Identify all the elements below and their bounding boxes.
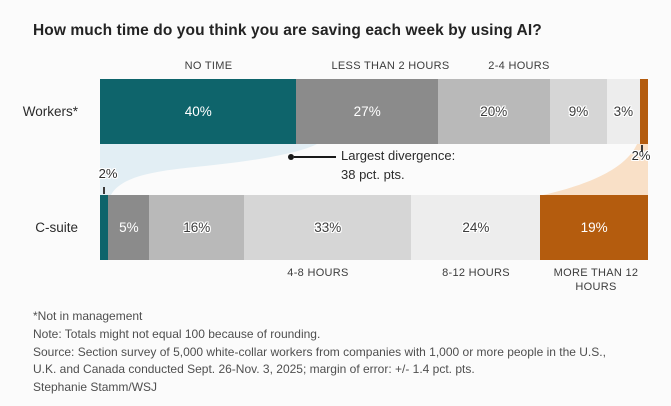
csuite-segment-8-12-hours: 24% [411,195,541,260]
csuite-segment-no-time [100,195,109,260]
csuite-segment-more-than-12-hours: 19% [540,195,648,260]
workers-value-less-than-2-hours: 27% [353,104,381,119]
annotation-line [294,156,336,158]
workers-more-than-12-hours-value: 2% [631,148,651,163]
annotation-line2: 38 pct. pts. [341,166,405,182]
workers-value-4-8-hours: 9% [568,104,589,119]
category-label-2-4-hours: 2-4 HOURS [488,60,550,72]
csuite-value-2-4-hours: 16% [183,220,211,235]
workers-segment-more-than-12-hours [639,79,648,144]
csuite-value-more-than-12-hours: 19% [580,220,608,235]
workers-segment-no-time: 40% [100,79,297,144]
workers-value-8-12-hours: 3% [613,104,634,119]
csuite-value-less-than-2-hours: 5% [119,220,139,235]
footnote-credit: Stephanie Stamm/WSJ [33,380,158,395]
flow-ribbons [100,144,648,195]
csuite-value-4-8-hours: 33% [314,220,342,235]
category-label-4-8-hours: 4-8 HOURS [287,267,349,279]
right-tick-mark [641,145,643,152]
row-label-workers: Workers* [22,104,78,119]
row-label-csuite: C-suite [35,220,78,235]
no-time-flow-ribbon [100,144,317,195]
annotation-text: Largest divergence: 38 pct. pts. [341,147,455,184]
chart-title: How much time do you think you are savin… [33,22,542,39]
csuite-no-time-value: 2% [98,166,118,181]
more-than-12-hours-flow-ribbon [543,144,648,195]
footnote-rounding-note: Note: Totals might not equal 100 because… [33,326,321,341]
annotation-line1: Largest divergence: [341,148,456,163]
workers-segment-8-12-hours: 3% [607,79,640,144]
workers-value-2-4-hours: 20% [480,104,508,119]
left-tick-mark [103,187,105,194]
annotation-dot [288,154,294,160]
csuite-bar: 5% 16% 33% 24% 19% [100,195,648,260]
csuite-value-8-12-hours: 24% [462,220,490,235]
workers-segment-less-than-2-hours: 27% [296,79,438,144]
footnote-not-in-management: *Not in management [33,309,143,323]
category-label-8-12-hours: 8-12 HOURS [442,267,510,279]
category-label-less-than-2-hours: LESS THAN 2 HOURS [331,60,450,72]
footnotes: *Not in management Note: Totals might no… [33,308,625,397]
csuite-segment-2-4-hours: 16% [149,195,245,260]
category-label-no-time: NO TIME [184,60,233,72]
csuite-segment-4-8-hours: 33% [244,195,412,260]
workers-segment-2-4-hours: 20% [437,79,550,144]
workers-bar: 40% 27% 20% 9% 3% [100,79,648,144]
workers-value-no-time: 40% [184,104,212,119]
workers-segment-4-8-hours: 9% [549,79,608,144]
category-label-more-than-12-hours: MORE THAN 12 HOURS [553,267,639,293]
csuite-segment-less-than-2-hours: 5% [108,195,150,260]
footnote-source: Source: Section survey of 5,000 white-co… [33,344,606,377]
